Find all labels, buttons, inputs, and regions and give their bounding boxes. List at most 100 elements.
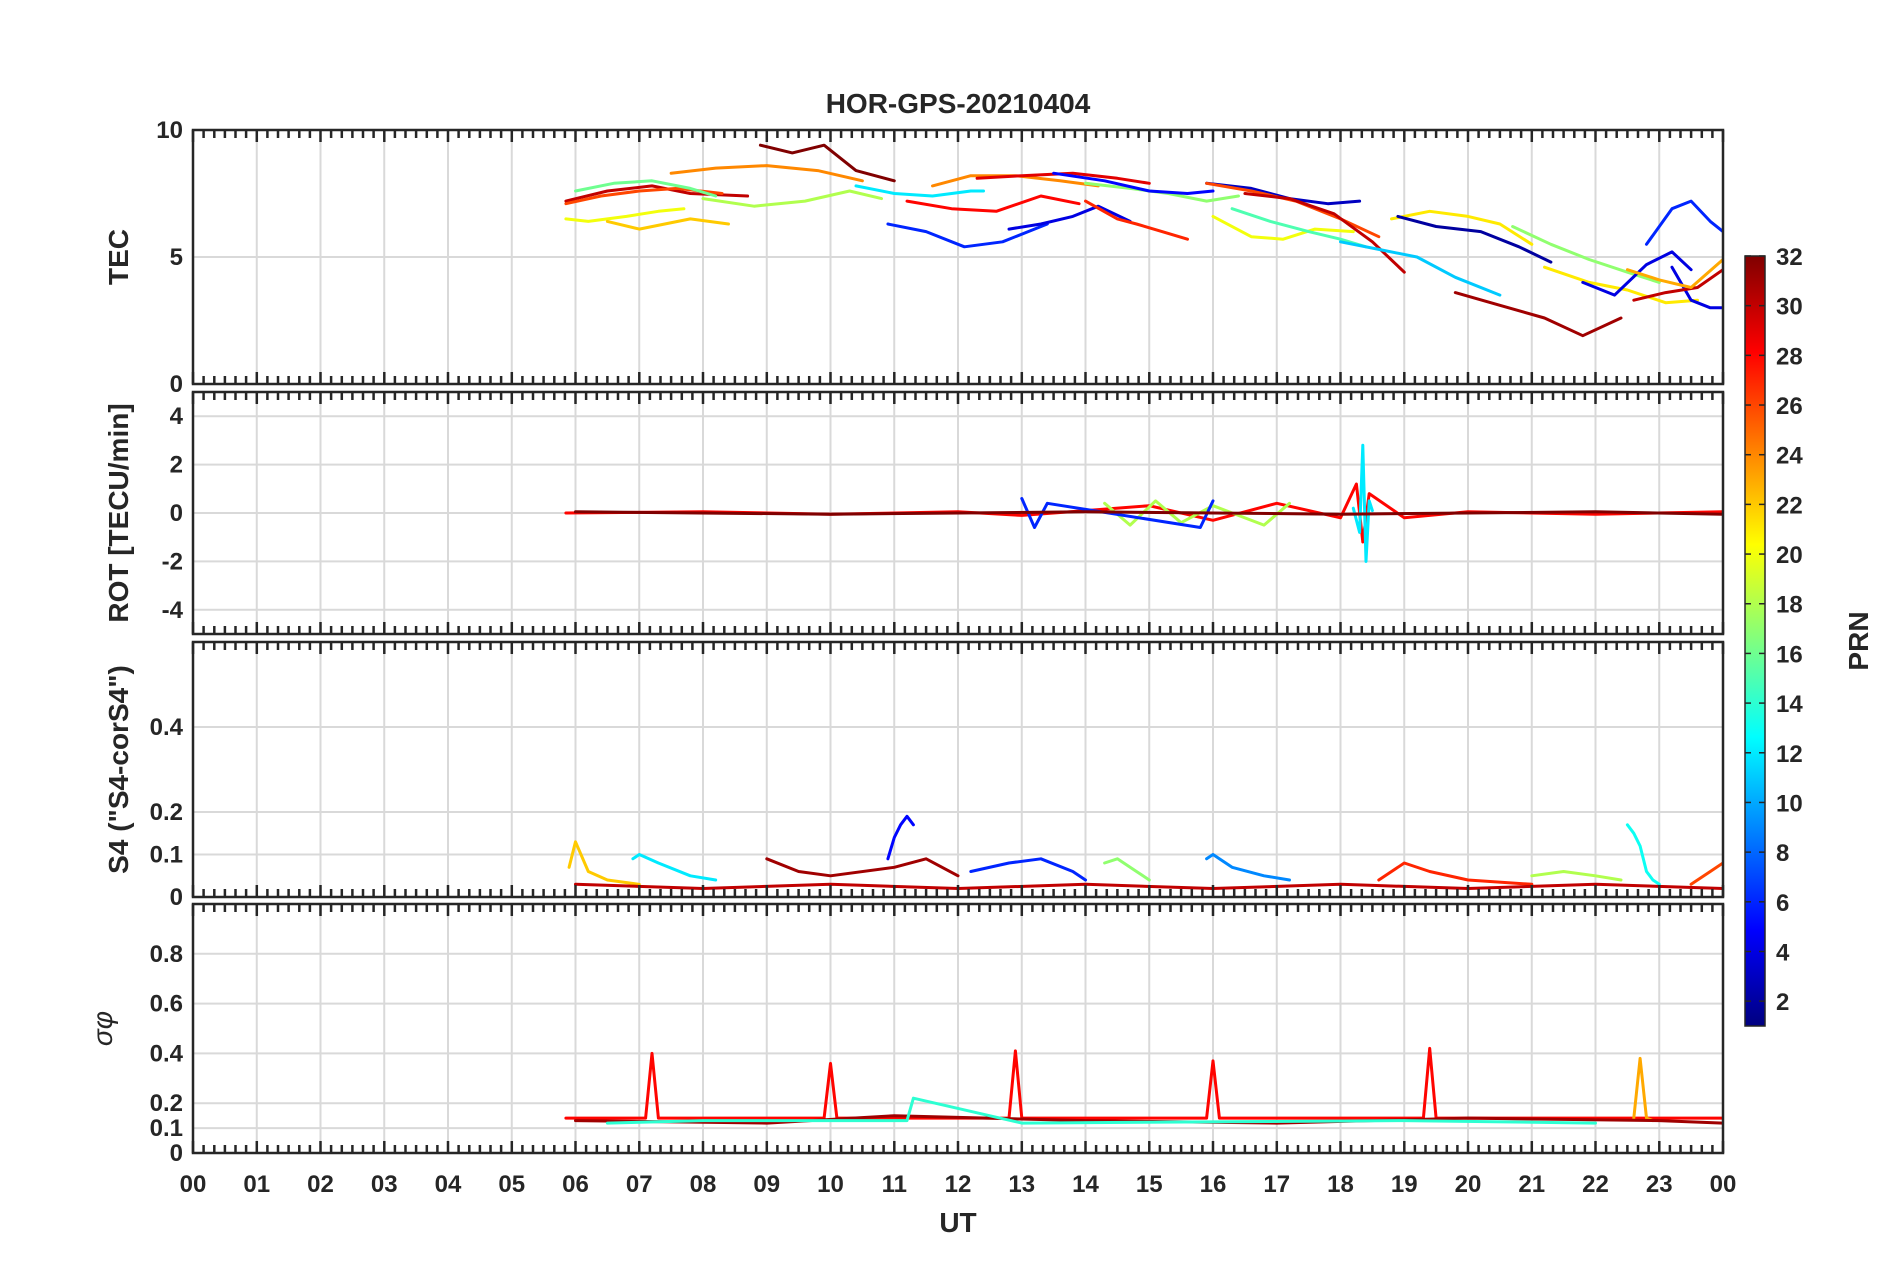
x-minor-ticks — [191, 904, 1725, 1153]
colorbar-tick-label: 26 — [1776, 393, 1803, 420]
prn-14-trace — [605, 1096, 1597, 1125]
x-axis: 00 01 02 03 04 05 06 07 08 09 10 11 12 13 14 15 16 17 18 19… — [180, 1171, 1737, 1198]
x-tick-label: 03 — [371, 1171, 398, 1198]
x-tick-label: 09 — [753, 1171, 780, 1198]
y-tick-label: 0 — [170, 500, 183, 527]
prn-28-trace — [564, 1046, 1723, 1120]
prn-32-trace — [758, 143, 896, 183]
prn-30-trace — [1632, 268, 1723, 302]
prn-11-trace — [1339, 240, 1502, 297]
y-tick-label: 0.4 — [150, 1040, 184, 1067]
prn-5-trace — [1052, 171, 1215, 195]
prn-24-trace — [669, 164, 864, 183]
prn-12-trace — [854, 184, 985, 198]
panel-1: 0 5 10 TEC — [103, 117, 1725, 398]
prn-18-trace — [701, 189, 883, 208]
x-tick-label: 16 — [1200, 1171, 1227, 1198]
y-tick-label: 0.8 — [150, 941, 183, 968]
panel-3: 0 0.1 0.2 0.4 S4 ("S4-corS4") — [103, 640, 1725, 911]
x-tick-label: 02 — [307, 1171, 334, 1198]
colorbar-gradient — [1744, 255, 1766, 1027]
x-tick-label: 17 — [1263, 1171, 1290, 1198]
y-tick-label: 0 — [170, 884, 183, 911]
x-tick-label: 08 — [690, 1171, 717, 1198]
x-tick-label: 23 — [1646, 1171, 1673, 1198]
x-tick-label: 01 — [243, 1171, 270, 1198]
prn-6-trace — [886, 222, 1049, 249]
x-tick-label: 19 — [1391, 1171, 1418, 1198]
x-tick-label: 00 — [180, 1171, 207, 1198]
x-tick-label: 12 — [945, 1171, 972, 1198]
y-tick-label: 5 — [170, 244, 183, 271]
colorbar-tick-label: 2 — [1776, 989, 1789, 1016]
x-minor-ticks — [191, 392, 1725, 634]
prn-27-trace — [1084, 199, 1189, 241]
colorbar-tick-label: 22 — [1776, 492, 1803, 519]
prn-21-trace — [1543, 265, 1699, 305]
prn-20-trace — [564, 207, 686, 223]
prn-26-trace — [1689, 861, 1723, 886]
colorbar-tick-label: 28 — [1776, 343, 1803, 370]
colorbar-tick-label: 4 — [1776, 939, 1790, 966]
x-tick-label: 00 — [1710, 1171, 1737, 1198]
x-minor-ticks — [191, 642, 1725, 897]
y-tick-label: 4 — [170, 403, 184, 430]
x-tick-label: 20 — [1455, 1171, 1482, 1198]
y-axis-label: TEC — [103, 229, 134, 285]
colorbar-tick-label: 20 — [1776, 542, 1803, 569]
x-minor-ticks — [191, 130, 1725, 384]
x-tick-label: 21 — [1518, 1171, 1545, 1198]
traces — [564, 1046, 1723, 1125]
x-tick-label: 05 — [498, 1171, 525, 1198]
y-tick-label: 0 — [170, 1140, 183, 1167]
prn-23-trace — [1632, 1056, 1655, 1123]
prn-20-trace — [1211, 214, 1355, 241]
x-tick-label: 07 — [626, 1171, 653, 1198]
prn-29-trace — [975, 171, 1151, 185]
prn-22-trace — [567, 840, 641, 886]
prn-27-trace — [1377, 861, 1534, 886]
prn-12-trace — [1351, 443, 1374, 563]
prn-9-trace — [1205, 853, 1291, 882]
x-tick-label: 22 — [1582, 1171, 1609, 1198]
panel-4: 00.10.2 0.4 0.6 0.8 σφ — [87, 902, 1725, 1167]
prn-18-trace — [1103, 499, 1291, 527]
y-axis-label: σφ — [87, 1011, 118, 1046]
traces — [564, 143, 1723, 338]
colorbar-tick-label: 16 — [1776, 641, 1803, 668]
y-tick-label: 10 — [156, 117, 183, 144]
prn-13-trace — [1625, 823, 1661, 886]
prn-18-trace — [1530, 870, 1623, 882]
y-tick-label: 0 — [170, 371, 183, 398]
prn-2-trace — [1396, 214, 1553, 264]
traces — [567, 814, 1723, 890]
y-tick-label: 0.6 — [150, 991, 183, 1018]
prn-28-trace — [905, 194, 1081, 213]
prn-6-trace — [969, 857, 1087, 882]
y-tick-label: 0.1 — [150, 1115, 183, 1142]
y-tick-label: -2 — [162, 548, 183, 575]
prn-6-trace — [1020, 497, 1215, 529]
x-tick-label: 06 — [562, 1171, 589, 1198]
prn-23-trace — [1625, 258, 1723, 289]
x-tick-label: 11 — [882, 1171, 907, 1198]
colorbar-tick-label: 12 — [1776, 741, 1803, 768]
x-tick-label: 04 — [435, 1171, 462, 1198]
y-tick-label: 0.2 — [150, 1090, 183, 1117]
y-axis-label: S4 ("S4-corS4") — [103, 665, 134, 874]
colorbar-tick-label: 8 — [1776, 840, 1789, 867]
prn-22-trace — [605, 217, 730, 231]
colorbar-tick-label: 10 — [1776, 790, 1803, 817]
x-tick-label: 13 — [1008, 1171, 1035, 1198]
prn-31-trace — [765, 857, 960, 878]
y-tick-label: -4 — [162, 597, 184, 624]
prn-15-trace — [1230, 207, 1368, 249]
prn-6-trace — [1645, 199, 1723, 246]
colorbar-label: PRN — [1843, 611, 1874, 670]
chart-title: HOR-GPS-20210404 — [826, 88, 1091, 119]
prn-30-trace — [1243, 192, 1406, 274]
x-tick-label: 14 — [1072, 1171, 1099, 1198]
